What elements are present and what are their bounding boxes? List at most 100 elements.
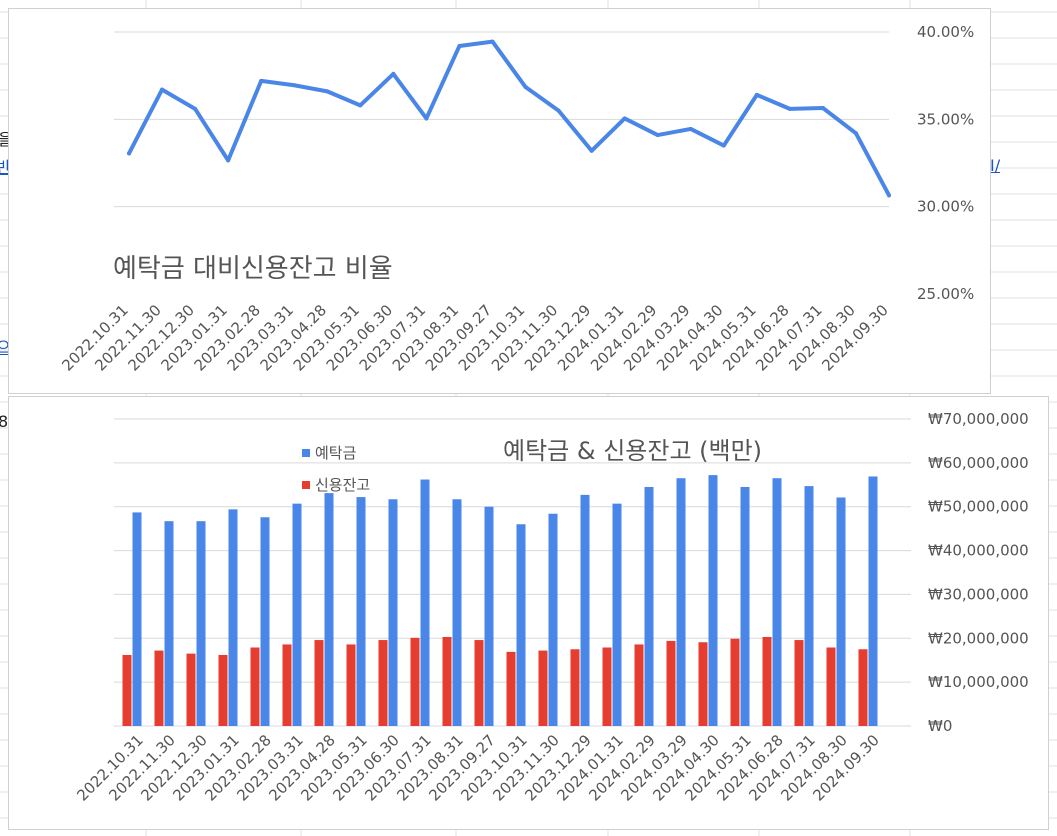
ratio-point (589, 148, 594, 153)
deposit-bar (484, 506, 494, 726)
ratio-point (358, 103, 363, 108)
bar-series (122, 475, 878, 726)
ratio-point (292, 83, 297, 88)
credit-bar (570, 649, 580, 726)
deposit-bar (388, 499, 398, 726)
credit-bar (250, 647, 260, 726)
credit-bar (410, 637, 420, 726)
legend-swatch-credit (302, 481, 310, 489)
deposit-bar (740, 486, 750, 726)
ratio-point (820, 105, 825, 110)
ratio-point (226, 158, 231, 163)
sheet-cell-fragment: 8 (0, 412, 9, 431)
credit-bar (730, 638, 740, 726)
sheet-link-fragment[interactable]: 반 (0, 158, 11, 177)
credit-bar (218, 654, 228, 726)
credit-bar (346, 644, 356, 726)
ratio-point (391, 71, 396, 76)
y-tick-label: ₩30,000,000 (928, 585, 1029, 603)
bar-legend: 예탁금 신용잔고 (302, 444, 370, 494)
ratio-point (556, 108, 561, 113)
deposit-bar (164, 521, 174, 726)
credit-bar (154, 650, 164, 726)
ratio-x-axis: 2022.10.312022.11.302022.12.302023.01.31… (58, 301, 891, 374)
deposit-credit-bar-chart[interactable]: ₩70,000,000 ₩60,000,000 ₩50,000,000 ₩40,000… (8, 396, 1049, 830)
sheet-link-fragment[interactable]: I/ (990, 156, 1001, 175)
sheet-link-fragment[interactable]: 으 (0, 338, 11, 357)
y-tick-label: ₩60,000,000 (928, 454, 1029, 472)
credit-bar (506, 651, 516, 726)
credit-bar (794, 640, 804, 726)
credit-bar (698, 642, 708, 726)
ratio-point (887, 193, 891, 198)
ratio-point (457, 43, 462, 48)
ratio-point (127, 151, 131, 156)
deposit-bar (772, 478, 782, 726)
deposit-bar (868, 476, 878, 726)
deposit-bar (260, 517, 270, 726)
legend-label-deposit: 예탁금 (315, 444, 357, 462)
ratio-point (721, 143, 726, 148)
y-tick-label: ₩10,000,000 (928, 673, 1029, 691)
deposit-bar (516, 524, 526, 726)
deposit-bar (292, 503, 302, 726)
deposit-bar (580, 494, 590, 726)
legend-label-credit: 신용잔고 (315, 476, 370, 494)
credit-bar (858, 649, 868, 726)
deposit-bar (708, 475, 718, 726)
ratio-line (127, 39, 891, 198)
ratio-point (424, 116, 429, 121)
y-tick-label: 35.00% (917, 110, 974, 128)
y-tick-label: 30.00% (917, 198, 974, 216)
credit-bar (666, 640, 676, 726)
y-tick-label: ₩0 (928, 717, 952, 735)
ratio-point (853, 131, 858, 136)
y-tick-label: 25.00% (917, 285, 974, 303)
ratio-point (754, 92, 759, 97)
credit-bar (314, 640, 324, 726)
ratio-point (193, 106, 198, 111)
y-tick-label: ₩40,000,000 (928, 542, 1029, 560)
ratio-point (490, 39, 495, 44)
deposit-bar (836, 497, 846, 726)
ratio-y-axis: 40.00% 35.00% 30.00% 25.00% (917, 23, 974, 303)
deposit-bar (548, 513, 558, 726)
ratio-series (127, 39, 891, 198)
credit-bar (634, 644, 644, 726)
ratio-point (622, 116, 627, 121)
y-tick-label: 40.00% (917, 23, 974, 41)
ratio-point (259, 78, 264, 83)
ratio-point (160, 87, 165, 92)
deposit-bar (196, 521, 206, 726)
y-tick-label: ₩20,000,000 (928, 629, 1029, 647)
deposit-bar (324, 493, 334, 726)
credit-bar (186, 653, 196, 726)
ratio-point (787, 106, 792, 111)
ratio-point (523, 85, 528, 90)
ratio-line-chart-svg: 40.00% 35.00% 30.00% 25.00% 2022.10.312022.… (58, 23, 974, 375)
bar-chart-title: 예탁금 & 신용잔고 (백만) (503, 437, 762, 465)
ratio-point (325, 89, 330, 94)
credit-bar (122, 654, 132, 726)
deposit-bar (676, 478, 686, 726)
credit-bar (538, 650, 548, 726)
credit-bar (602, 647, 612, 726)
legend-swatch-deposit (302, 449, 310, 457)
bar-y-axis: ₩70,000,000 ₩60,000,000 ₩50,000,000 ₩40,000… (928, 410, 1029, 735)
deposit-credit-bar-chart-svg: ₩70,000,000 ₩60,000,000 ₩50,000,000 ₩40,000… (73, 410, 1029, 805)
ratio-point (655, 133, 660, 138)
ratio-line-chart[interactable]: 40.00% 35.00% 30.00% 25.00% 2022.10.31 2022.… (8, 8, 991, 394)
ratio-point (688, 126, 693, 131)
bar-x-axis: 2022.10.312022.11.302022.12.302023.01.31… (73, 731, 882, 804)
credit-bar (762, 636, 772, 726)
deposit-bar (644, 486, 654, 726)
deposit-bar (132, 512, 142, 726)
y-tick-label: ₩50,000,000 (928, 498, 1029, 516)
deposit-bar (356, 497, 366, 726)
y-tick-label: ₩70,000,000 (928, 410, 1029, 428)
credit-bar (474, 640, 484, 726)
deposit-bar (228, 509, 238, 726)
credit-bar (282, 644, 292, 726)
credit-bar (442, 636, 452, 726)
credit-bar (378, 640, 388, 726)
